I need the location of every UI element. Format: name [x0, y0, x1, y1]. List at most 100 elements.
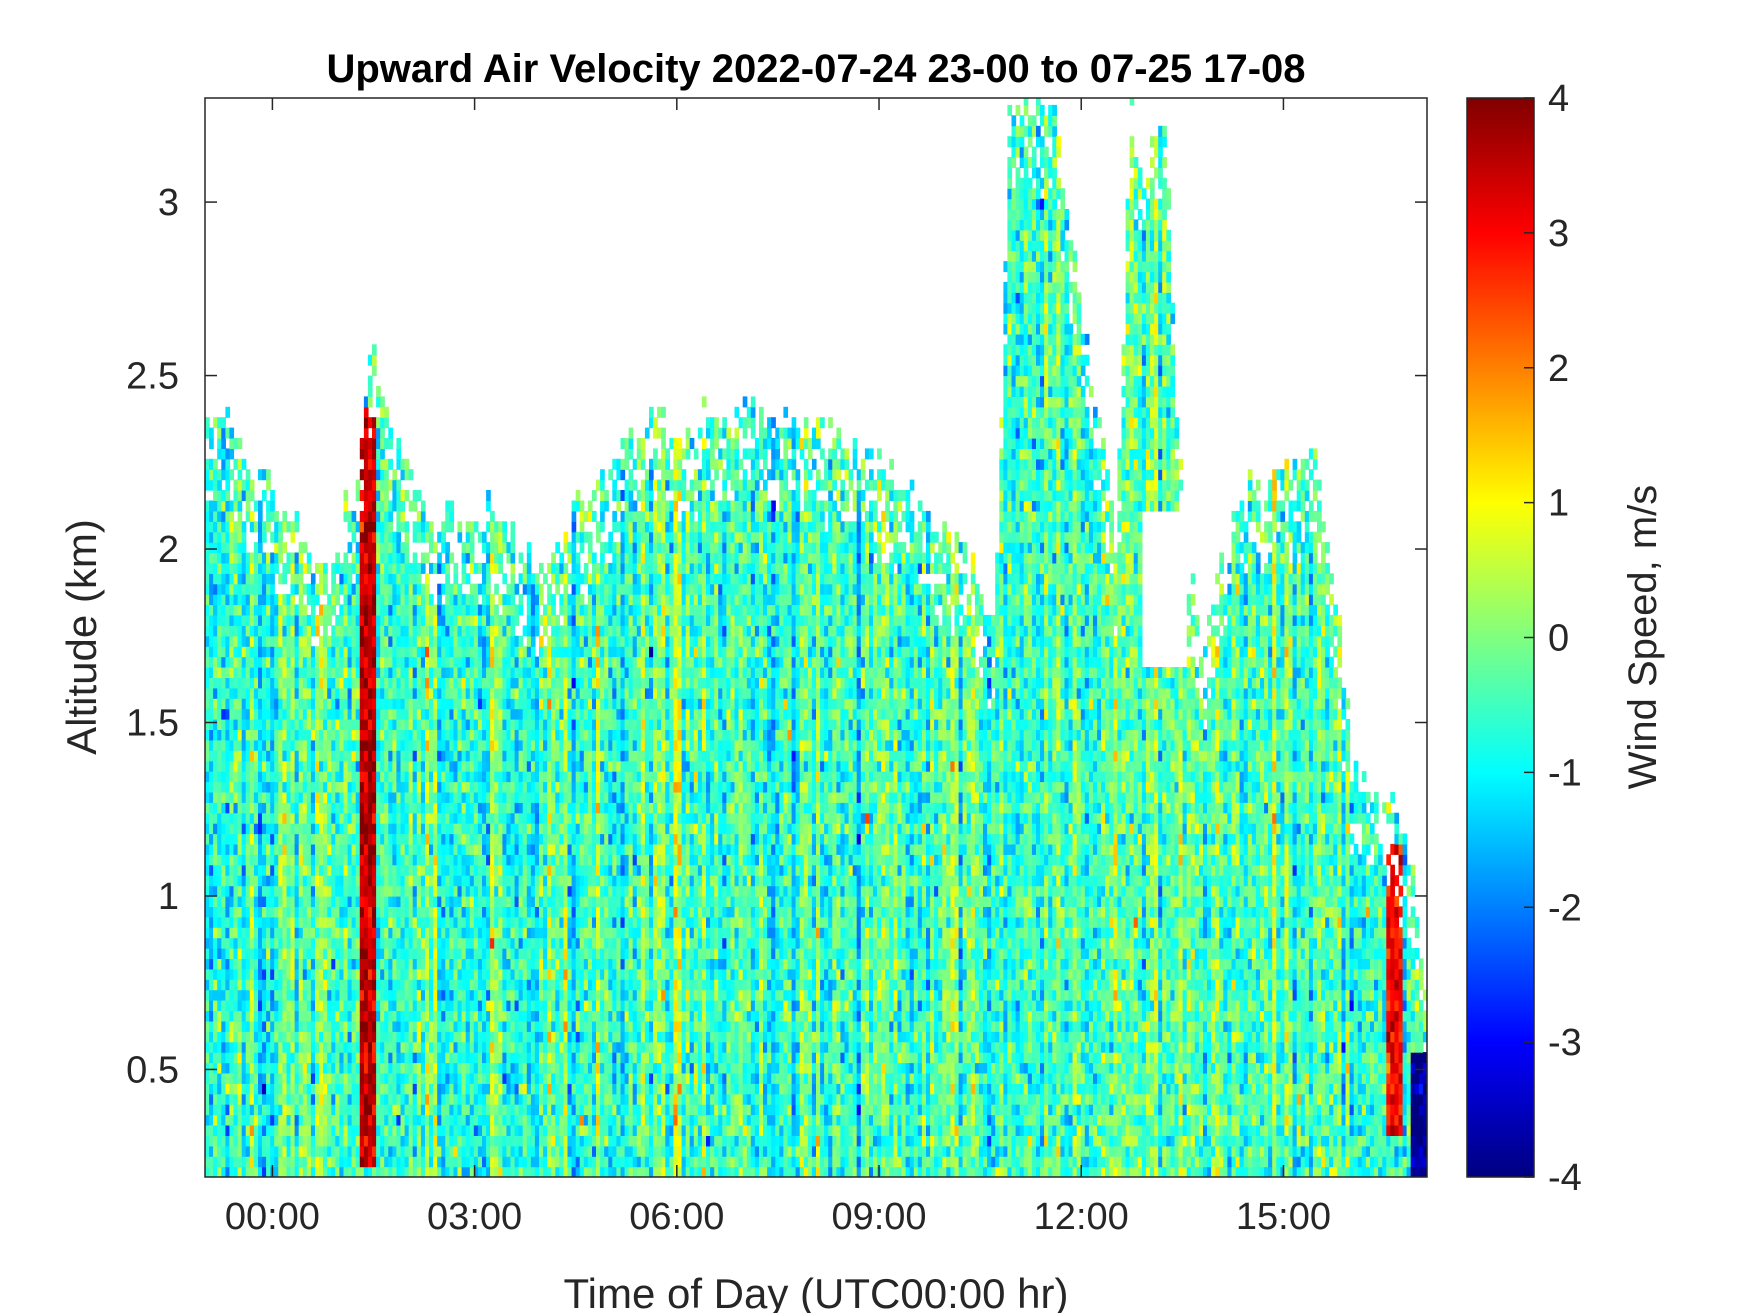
heatmap-column [343, 490, 349, 1177]
colorbar-tick-label: 1 [1548, 483, 1569, 525]
heatmap-column [681, 448, 687, 1177]
heatmap-column [820, 417, 825, 1177]
heatmap-column [1097, 417, 1102, 1177]
heatmap-column [673, 438, 679, 1177]
heatmap-column [1117, 448, 1123, 1177]
heatmap-column [779, 427, 784, 1177]
heatmap-column [759, 406, 764, 1177]
heatmap-column [1178, 458, 1184, 1177]
heatmap-column [575, 490, 581, 1177]
y-tick-label: 1 [158, 876, 179, 918]
heatmap-column [1133, 157, 1139, 1177]
heatmap-column [465, 521, 471, 1177]
heatmap-column [930, 531, 935, 1177]
heatmap-column [486, 490, 491, 1177]
heatmap-column [412, 490, 418, 1177]
heatmap-column [1280, 469, 1286, 1177]
x-tick-label: 00:00 [225, 1196, 320, 1238]
heatmap-column [1239, 500, 1245, 1177]
heatmap-column [775, 427, 780, 1177]
heatmap-column [1345, 698, 1351, 1177]
heatmap-column [1304, 458, 1310, 1177]
heatmap-column [885, 479, 890, 1177]
heatmap-column [1080, 333, 1086, 1177]
colorbar-tick-label: 2 [1548, 348, 1569, 390]
heatmap-column [828, 417, 833, 1177]
heatmap-column [1272, 469, 1277, 1177]
heatmap-column [909, 479, 915, 1177]
heatmap-column [290, 521, 296, 1177]
heatmap-column [869, 448, 874, 1177]
heatmap-column [689, 438, 695, 1177]
heatmap-column [1235, 510, 1241, 1177]
heatmap-column [1141, 188, 1147, 1177]
colorbar-label: Wind Speed, m/s [1621, 485, 1665, 790]
heatmap-column [1325, 542, 1330, 1177]
heatmap-column [718, 427, 723, 1177]
heatmap-column [1088, 386, 1094, 1177]
heatmap-column [807, 438, 813, 1177]
heatmap-column [763, 427, 768, 1177]
heatmap-column [600, 469, 605, 1177]
heatmap-column [372, 344, 377, 1177]
heatmap-column [706, 417, 711, 1177]
heatmap-column [518, 552, 524, 1177]
heatmap-column [331, 562, 336, 1177]
x-tick-label: 12:00 [1034, 1196, 1129, 1238]
heatmap-column [319, 562, 324, 1177]
x-tick-label: 09:00 [831, 1196, 926, 1238]
heatmap-column [1418, 958, 1424, 1177]
heatmap-column [1093, 406, 1098, 1177]
heatmap-column [347, 510, 353, 1177]
heatmap-area [205, 98, 1427, 1177]
y-tick-label: 0.5 [126, 1049, 179, 1091]
heatmap-column [392, 469, 398, 1177]
heatmap-column [771, 417, 776, 1177]
heatmap-column [844, 448, 850, 1177]
heatmap-column [396, 438, 402, 1177]
heatmap-column [253, 500, 259, 1177]
heatmap-column [848, 469, 854, 1177]
heatmap-column [1019, 115, 1025, 1177]
heatmap-column [1223, 594, 1228, 1177]
heatmap-column [249, 479, 255, 1177]
heatmap-column [714, 417, 719, 1177]
heatmap-column [1231, 510, 1237, 1177]
heatmap-column [897, 490, 903, 1177]
heatmap-column [1398, 833, 1404, 1177]
heatmap-column [1414, 916, 1420, 1177]
heatmap-column [604, 490, 609, 1177]
heatmap-column [934, 531, 939, 1177]
heatmap-column [661, 406, 666, 1177]
heatmap-column [1260, 531, 1265, 1177]
heatmap-column [832, 438, 837, 1177]
y-axis: 0.5 1 1.5 2 2.5 3 [126, 182, 1427, 1091]
heatmap-column [791, 417, 797, 1177]
heatmap-column [677, 438, 683, 1177]
heatmap-column [1402, 833, 1408, 1177]
heatmap-column [1321, 521, 1326, 1177]
y-tick-label: 1.5 [126, 703, 179, 745]
heatmap-column [1211, 604, 1216, 1177]
heatmap-column [913, 531, 919, 1177]
heatmap-column [596, 479, 601, 1177]
heatmap-column [612, 458, 617, 1177]
heatmap-column [1219, 552, 1224, 1177]
heatmap-column [983, 614, 988, 1177]
heatmap-column [950, 552, 956, 1177]
heatmap-column [1255, 479, 1261, 1177]
heatmap-column [1154, 136, 1159, 1177]
heatmap-column [433, 542, 438, 1177]
heatmap-column [437, 531, 442, 1177]
heatmap-column [1292, 458, 1298, 1177]
heatmap-column [946, 531, 951, 1177]
heatmap-column [767, 417, 772, 1177]
heatmap-column [905, 490, 911, 1177]
heatmap-column [620, 438, 626, 1177]
heatmap-column [938, 542, 943, 1177]
heatmap-column [746, 406, 752, 1177]
heatmap-column [1296, 469, 1302, 1177]
heatmap-column [999, 417, 1004, 1177]
heatmap-column [1170, 302, 1176, 1177]
heatmap-column [893, 490, 899, 1177]
